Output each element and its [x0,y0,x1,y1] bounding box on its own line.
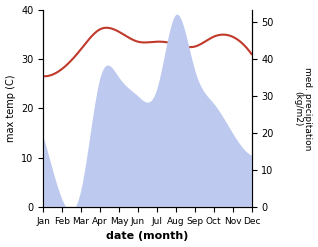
Y-axis label: max temp (C): max temp (C) [5,75,16,142]
Y-axis label: med. precipitation
(kg/m2): med. precipitation (kg/m2) [293,67,313,150]
X-axis label: date (month): date (month) [106,231,189,242]
